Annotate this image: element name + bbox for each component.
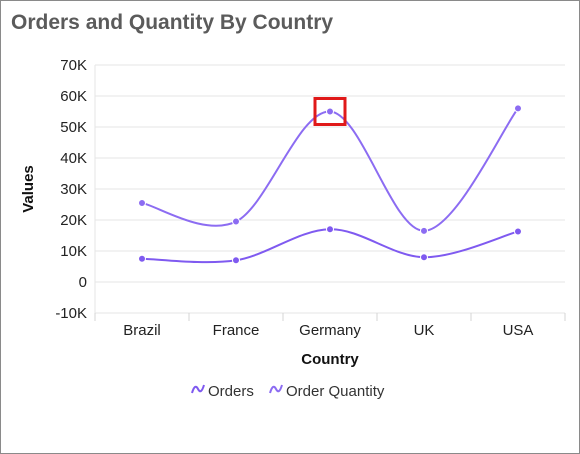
data-point[interactable]	[232, 256, 240, 265]
highlight-box	[313, 97, 347, 126]
series-orders[interactable]	[138, 225, 522, 265]
y-tick-label: 40K	[60, 150, 87, 167]
x-axis-ticks: Brazil France Germany UK USA	[123, 322, 533, 339]
data-point[interactable]	[232, 217, 240, 226]
y-tick-label: 10K	[60, 243, 87, 260]
data-point[interactable]	[138, 254, 146, 263]
series-layer	[138, 97, 522, 265]
x-tick-label: Brazil	[123, 322, 161, 339]
y-tick-label: 70K	[60, 57, 87, 74]
data-point[interactable]	[326, 225, 334, 234]
legend[interactable]: Orders Order Quantity	[191, 383, 385, 400]
series-order-quantity[interactable]	[138, 97, 522, 235]
legend-item-orders[interactable]: Orders	[191, 383, 254, 400]
y-tick-label: 0	[79, 274, 87, 291]
data-point[interactable]	[514, 104, 522, 113]
data-point[interactable]	[326, 107, 334, 116]
legend-label: Order Quantity	[286, 383, 385, 400]
x-axis-title: Country	[301, 351, 359, 368]
y-tick-label: -10K	[55, 305, 87, 322]
y-axis-title: Values	[20, 165, 37, 213]
y-tick-label: 60K	[60, 88, 87, 105]
gridlines	[94, 64, 566, 321]
legend-item-order-quantity[interactable]: Order Quantity	[269, 383, 385, 400]
data-point[interactable]	[514, 227, 522, 236]
legend-line-icon	[191, 384, 205, 394]
data-point[interactable]	[420, 226, 428, 235]
x-tick-label: France	[213, 322, 260, 339]
x-tick-label: UK	[414, 322, 435, 339]
chart-title: Orders and Quantity By Country	[11, 11, 334, 34]
series-line[interactable]	[141, 228, 519, 264]
data-point[interactable]	[420, 253, 428, 262]
y-tick-label: 30K	[60, 181, 87, 198]
data-point[interactable]	[138, 198, 146, 207]
x-tick-label: Germany	[299, 322, 361, 339]
legend-label: Orders	[208, 383, 254, 400]
y-axis-ticks: -10K 0 10K 20K 30K 40K 50K 60K 70K	[55, 57, 87, 322]
y-tick-label: 50K	[60, 119, 87, 136]
y-tick-label: 20K	[60, 212, 87, 229]
x-tick-label: USA	[503, 322, 534, 339]
legend-line-icon	[269, 384, 283, 394]
